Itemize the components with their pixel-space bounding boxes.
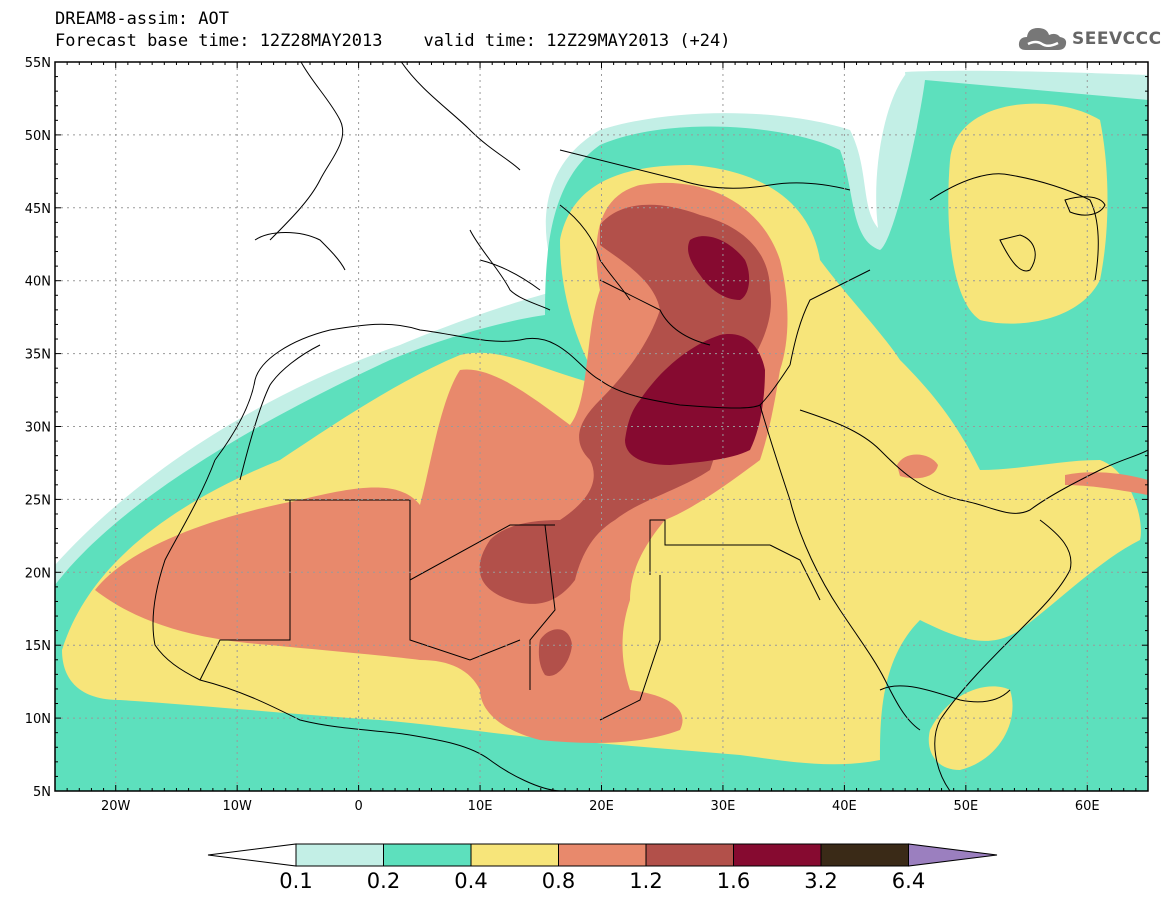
colorbar-label: 6.4 <box>892 869 925 893</box>
colorbar-swatch <box>558 843 647 867</box>
lon-tick-label: 60E <box>1075 799 1100 814</box>
colorbar-swatch <box>470 843 559 867</box>
lat-tick-label: 50N <box>25 129 51 144</box>
lat-tick-label: 45N <box>25 202 51 217</box>
colorbar-swatch <box>295 843 384 867</box>
lat-tick-label: 55N <box>25 56 51 71</box>
colorbar: 0.1 0.2 0.4 0.8 1.2 1.6 3.2 6.4 <box>207 843 998 893</box>
lon-labels: 20W 10W 0 10E 20E 30E 40E 50E 60E <box>101 799 1100 814</box>
lon-tick-label: 10E <box>468 799 493 814</box>
lat-tick-label: 40N <box>25 275 51 290</box>
lat-tick-label: 5N <box>33 785 51 800</box>
colorbar-label: 3.2 <box>804 869 837 893</box>
colorbar-swatch <box>645 843 734 867</box>
colorbar-label: 1.2 <box>629 869 662 893</box>
lon-tick-label: 10W <box>222 799 252 814</box>
lat-tick-label: 20N <box>25 566 51 581</box>
lon-tick-label: 40E <box>832 799 857 814</box>
colorbar-swatch <box>820 843 909 867</box>
lon-tick-label: 20E <box>589 799 614 814</box>
lon-tick-label: 20W <box>101 799 131 814</box>
lat-tick-label: 15N <box>25 639 51 654</box>
lat-tick-label: 35N <box>25 348 51 363</box>
lon-tick-label: 50E <box>953 799 978 814</box>
colorbar-label: 1.6 <box>717 869 750 893</box>
colorbar-label: 0.4 <box>454 869 487 893</box>
logo-text: SEEVCCC <box>1072 29 1162 49</box>
title-line-2: Forecast base time: 12Z28MAY2013 valid t… <box>55 31 731 51</box>
colorbar-label: 0.8 <box>542 869 575 893</box>
lat-tick-label: 25N <box>25 493 51 508</box>
colorbar-swatch <box>383 843 472 867</box>
colorbar-swatch <box>733 843 822 867</box>
lat-labels: 5N 10N 15N 20N 25N 30N 35N 40N 45N 50N 55N <box>25 56 51 800</box>
colorbar-arrow-high <box>908 843 998 867</box>
cloud-icon <box>1018 28 1067 50</box>
colorbar-arrow-low <box>207 843 297 867</box>
axis-ticks <box>55 61 1148 792</box>
colorbar-label: 0.2 <box>367 869 400 893</box>
colorbar-label: 0.1 <box>279 869 312 893</box>
lat-tick-label: 30N <box>25 421 51 436</box>
graticule <box>55 62 1148 791</box>
coastlines <box>152 62 1148 791</box>
title-line-1: DREAM8-assim: AOT <box>55 9 229 29</box>
seevccc-logo: SEEVCCC <box>1018 22 1162 56</box>
lat-tick-label: 10N <box>25 712 51 727</box>
lon-tick-label: 30E <box>711 799 736 814</box>
lon-tick-label: 0 <box>354 799 362 814</box>
